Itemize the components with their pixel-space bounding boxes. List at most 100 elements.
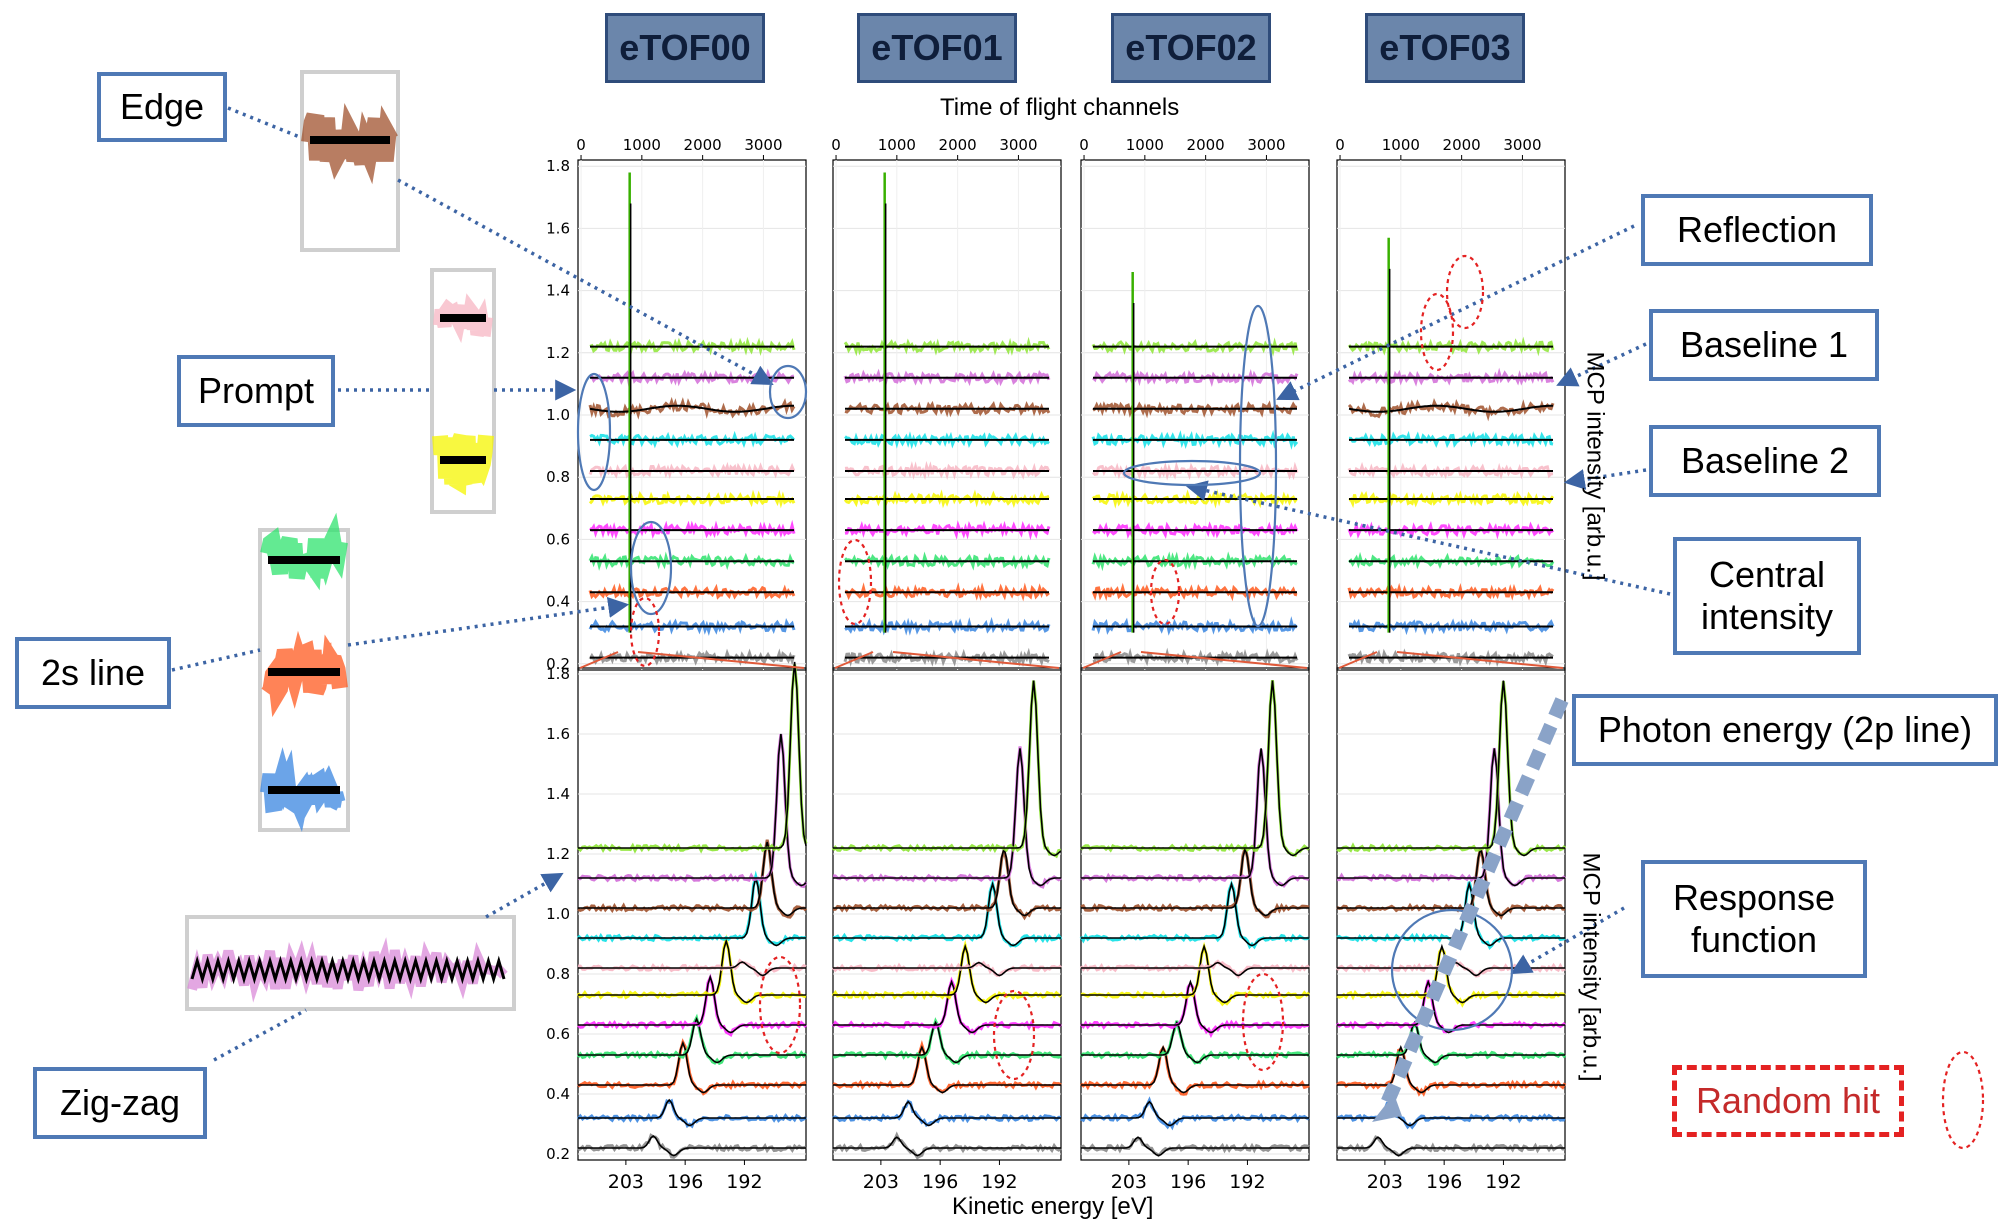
bottom-fit xyxy=(833,748,1061,887)
bottom-fit xyxy=(833,1045,1061,1094)
inset-trace xyxy=(432,433,494,496)
reflection-arrow xyxy=(1276,224,1635,401)
bottom-fit xyxy=(1081,979,1309,1034)
bottom-fit xyxy=(1337,1045,1565,1094)
x-tick-label: 1000 xyxy=(878,136,916,154)
random-hit-ellipse xyxy=(1419,292,1455,372)
bottom-fit xyxy=(833,680,1062,857)
bottom-trace xyxy=(832,1017,1062,1066)
zoom-connector xyxy=(834,651,874,669)
y-tick-label: 0.4 xyxy=(546,593,570,611)
bottom-fit xyxy=(1081,1136,1309,1157)
bottom-trace xyxy=(831,960,1062,977)
zoom-connector xyxy=(892,651,1060,669)
inset-2s-line xyxy=(258,512,350,833)
top-trace xyxy=(843,336,1051,357)
bottom-panel-3: 203 196 192 xyxy=(1335,667,1567,1193)
ellipse-prompt xyxy=(576,372,612,492)
top-trace xyxy=(1347,648,1554,668)
zoom-connector xyxy=(1396,651,1564,669)
x-tick-label: 203 xyxy=(608,1171,644,1193)
bottom-fit xyxy=(1081,881,1309,947)
top-y-axis-title: MCP intensity [arb.u.] xyxy=(1581,351,1609,581)
x-tick-label: 1000 xyxy=(1382,136,1420,154)
y-tick-label: 1.4 xyxy=(546,282,570,300)
response-function-arrow xyxy=(1510,906,1625,975)
bottom-fit xyxy=(1337,748,1565,887)
label-random-hit: Random hit xyxy=(1672,1065,1904,1137)
bottom-fit xyxy=(1081,748,1309,887)
zoom-connector xyxy=(579,651,619,669)
x-tick-label: 3000 xyxy=(1503,136,1541,154)
photon-energy-arrow xyxy=(1377,697,1569,1113)
ellipse-central xyxy=(1122,459,1262,487)
bottom-fit xyxy=(833,961,1061,977)
inset-trace xyxy=(261,630,348,718)
ellipse-edge xyxy=(768,364,808,420)
bottom-fit xyxy=(1337,1136,1565,1157)
x-tick-label: 3000 xyxy=(1247,136,1285,154)
bottom-fit xyxy=(1337,881,1565,947)
random-hit-ellipse xyxy=(992,989,1036,1081)
y-tick-label: 0.4 xyxy=(546,1085,570,1103)
x-tick-label: 192 xyxy=(1485,1171,1521,1193)
bottom-fit xyxy=(833,943,1061,1004)
x-tick-label: 196 xyxy=(1170,1171,1206,1193)
ellipse-response xyxy=(1390,908,1514,1032)
y-tick-label: 0.8 xyxy=(546,965,570,983)
y-tick-label: 0.6 xyxy=(546,530,570,548)
y-tick-label: 0.8 xyxy=(546,468,570,486)
x-tick-label: 1000 xyxy=(623,136,661,154)
x-tick-label: 196 xyxy=(1426,1171,1462,1193)
bottom-trace xyxy=(577,973,808,1037)
x-tick-label: 0 xyxy=(1079,136,1089,154)
label-prompt: Prompt xyxy=(177,355,335,427)
top-trace xyxy=(844,616,1051,636)
bottom-fit xyxy=(833,1100,1061,1127)
y-tick-label: 1.8 xyxy=(546,157,570,175)
random-hit-ellipse xyxy=(1241,972,1285,1072)
random-hit-ellipse xyxy=(758,955,802,1055)
x-tick-label: 2000 xyxy=(939,136,977,154)
bottom-trace xyxy=(576,934,807,1005)
top-fit xyxy=(589,404,794,413)
top-trace xyxy=(588,461,796,480)
bottom-fit xyxy=(1337,1100,1565,1127)
two-s-arrow xyxy=(347,597,630,647)
bottom-trace xyxy=(1079,1020,1311,1065)
bottom-fit xyxy=(578,841,806,917)
x-tick-label: 203 xyxy=(1367,1171,1403,1193)
x-tick-label: 0 xyxy=(831,136,841,154)
x-tick-label: 196 xyxy=(922,1171,958,1193)
bottom-panel-0: 0.2 0.4 0.6 0.8 1.0 1.2 1.4 1.6 1.8 203 196 192 xyxy=(546,661,808,1193)
x-tick-label: 1000 xyxy=(1126,136,1164,154)
header-etof00: eTOF00 xyxy=(605,13,765,83)
bottom-fit xyxy=(578,661,807,849)
y-tick-label: 1.4 xyxy=(546,785,570,803)
top-trace xyxy=(1091,337,1299,357)
bottom-trace xyxy=(1080,749,1310,888)
top-trace xyxy=(844,431,1050,450)
top-x-axis-title: Time of flight channels xyxy=(940,94,1180,121)
label-photon-energy: Photon energy (2p line) xyxy=(1572,694,1998,766)
y-tick-label: 0.2 xyxy=(546,655,570,673)
bottom-fit xyxy=(833,1020,1061,1064)
x-tick-label: 2000 xyxy=(1443,136,1481,154)
bottom-trace xyxy=(832,1099,1062,1128)
bottom-panel-1: 203 196 192 xyxy=(831,667,1063,1193)
zoom-connector xyxy=(1082,651,1122,669)
baseline2-arrow xyxy=(1563,468,1647,490)
top-trace xyxy=(589,519,796,540)
inset-trace xyxy=(433,293,493,344)
y-tick-label: 1.0 xyxy=(546,406,570,424)
label-zig-zag: Zig-zag xyxy=(33,1067,207,1139)
bottom-fit xyxy=(578,1134,806,1157)
ellipse-reflection xyxy=(1238,304,1278,628)
bottom-fit xyxy=(1081,1020,1309,1064)
x-tick-label: 0 xyxy=(576,136,586,154)
inset-fit xyxy=(190,955,506,985)
bottom-fit xyxy=(578,1098,806,1127)
top-panel-1: 0 1000 2000 3000 xyxy=(831,136,1062,671)
bottom-trace xyxy=(1337,747,1566,887)
